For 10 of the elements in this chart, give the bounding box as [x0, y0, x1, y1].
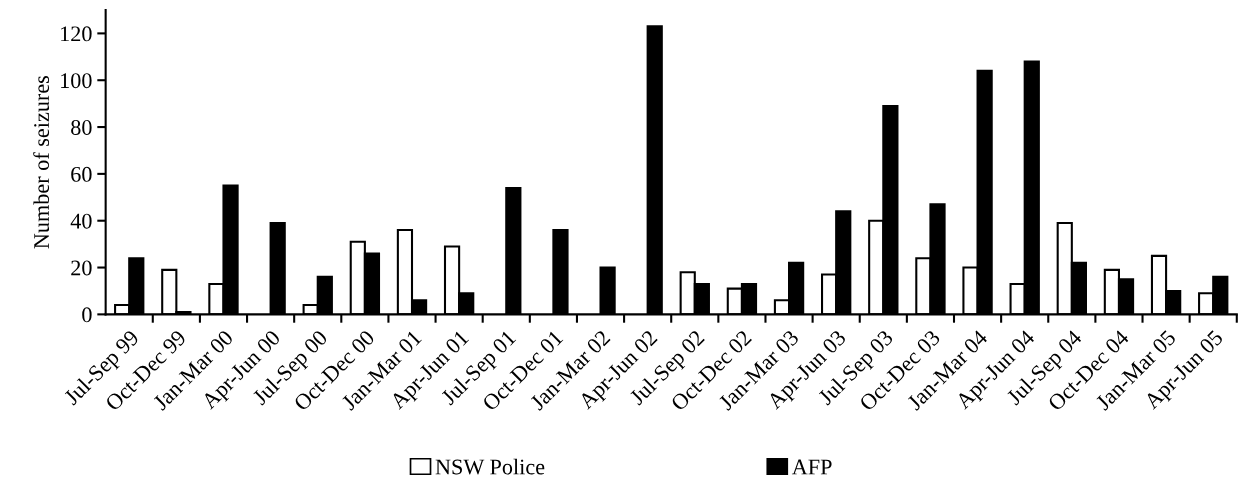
y-tick-label: 0: [82, 307, 92, 323]
y-axis-title: Number of seizures: [33, 75, 50, 249]
y-tick-label: 40: [70, 213, 92, 229]
y-tick-label: 120: [61, 26, 92, 42]
y-tick-label: 80: [71, 119, 92, 135]
legend-label: NSW Police: [435, 458, 545, 475]
y-tick-label: 60: [71, 166, 92, 182]
legend-label: AFP: [791, 459, 832, 475]
y-tick-label: 100: [61, 73, 92, 89]
y-tick-label: 20: [71, 260, 92, 276]
